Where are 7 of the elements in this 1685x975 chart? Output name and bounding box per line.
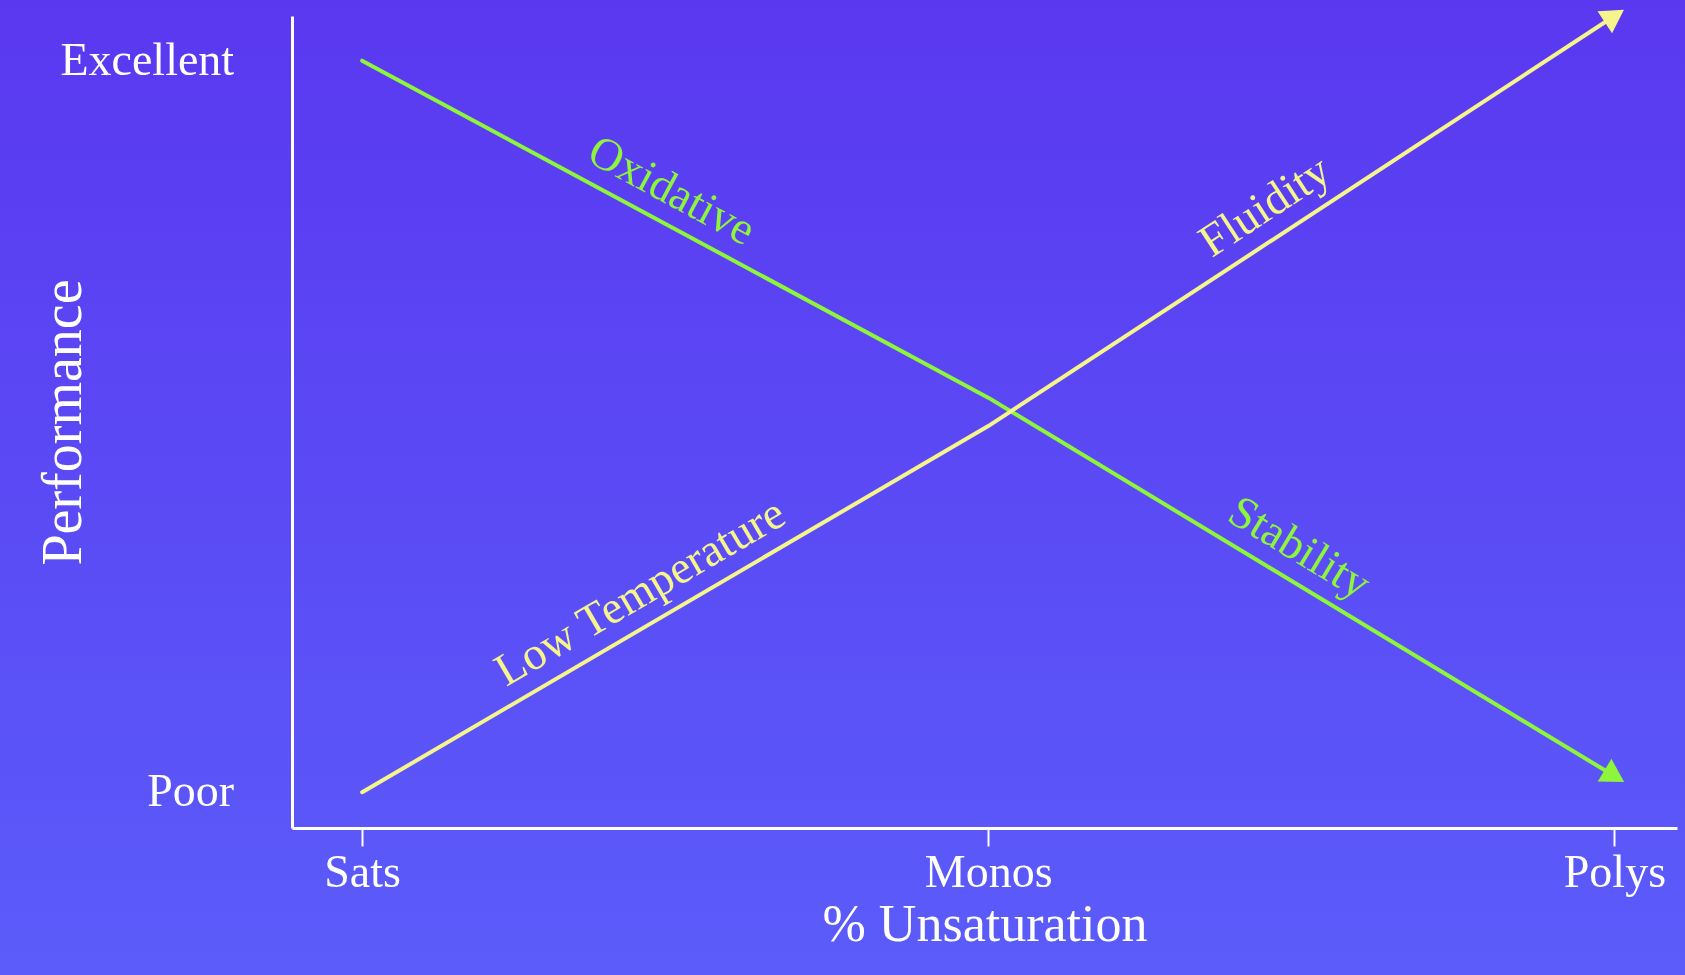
x-tick-label: Polys xyxy=(1563,845,1667,897)
annotation: Excellent xyxy=(60,33,235,85)
annotation: Poor xyxy=(147,765,235,817)
y-axis-title: Performance xyxy=(30,279,93,566)
x-axis-title: % Unsaturation xyxy=(822,894,1148,952)
x-tick-label: Sats xyxy=(324,845,401,897)
x-tick-label: Monos xyxy=(924,845,1053,897)
